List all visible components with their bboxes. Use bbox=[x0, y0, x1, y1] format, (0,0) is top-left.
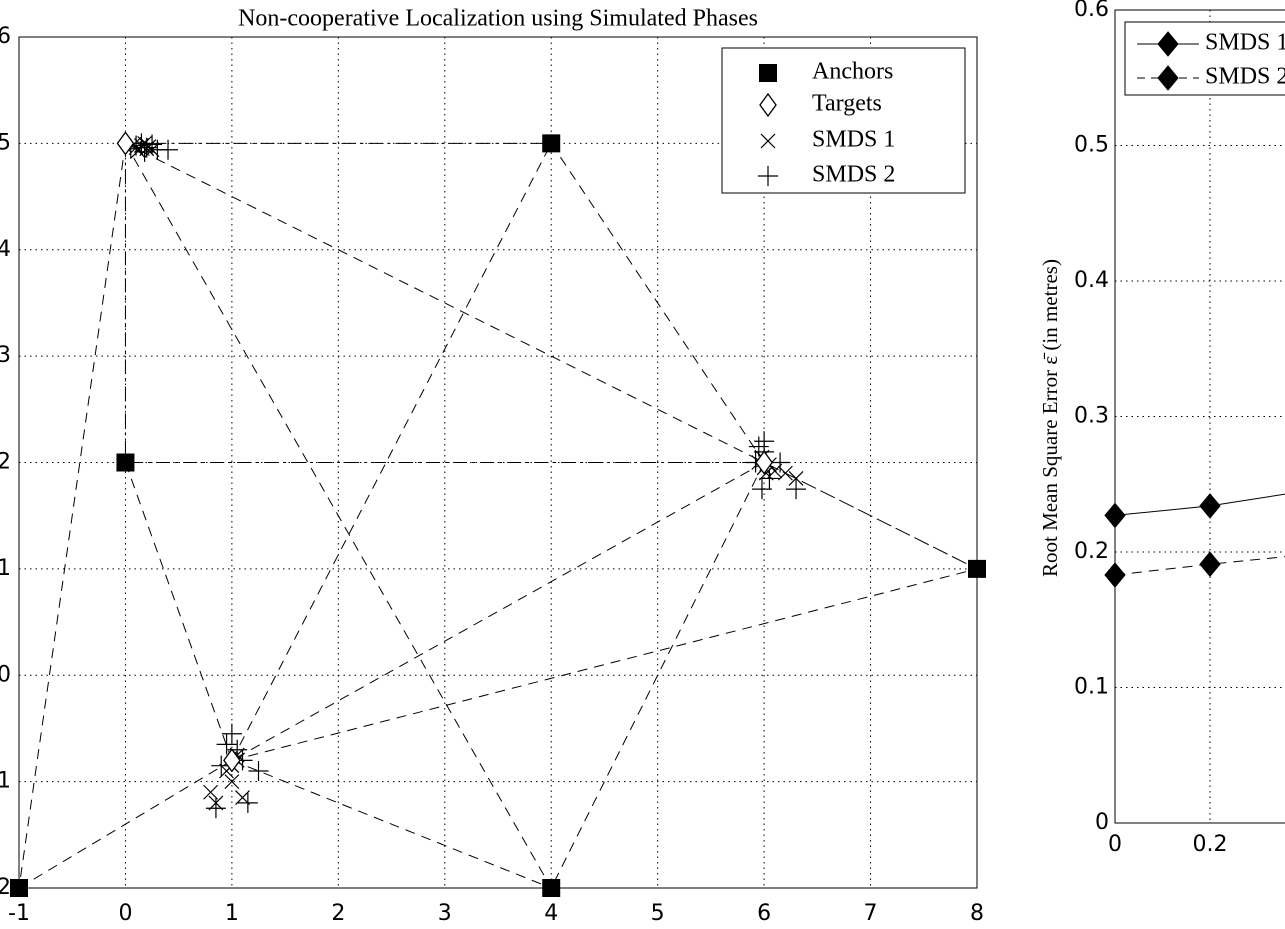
point bbox=[751, 479, 772, 500]
y-tick-label: 6 bbox=[0, 24, 11, 49]
x-tick-label: 3 bbox=[438, 901, 452, 926]
point bbox=[248, 760, 269, 781]
legend-marker bbox=[1157, 65, 1179, 91]
legend-marker bbox=[759, 92, 777, 118]
point bbox=[542, 134, 561, 153]
y-tick-label: 0.1 bbox=[1074, 675, 1109, 700]
x-tick-label: 8 bbox=[970, 901, 984, 926]
x-tick-label: 0.2 bbox=[1193, 832, 1228, 857]
x-tick-label: 0 bbox=[1108, 832, 1122, 857]
y-tick-label: -2 bbox=[0, 875, 11, 900]
chart-title: Non-cooperative Localization using Simul… bbox=[238, 6, 758, 32]
connection-line bbox=[231, 759, 552, 889]
connection-line bbox=[550, 462, 765, 889]
point bbox=[116, 453, 135, 472]
y-tick-label: 5 bbox=[0, 130, 11, 155]
connection-line bbox=[18, 759, 233, 889]
connection-line bbox=[124, 462, 233, 761]
point bbox=[754, 431, 775, 452]
point bbox=[968, 559, 986, 578]
legend-marker bbox=[758, 166, 778, 186]
y-tick-label: 0 bbox=[0, 662, 11, 687]
legend-label: Targets bbox=[812, 91, 882, 117]
y-tick-label: -1 bbox=[0, 769, 11, 794]
point bbox=[1104, 562, 1126, 588]
series-line bbox=[1114, 556, 1285, 576]
x-tick-label: -1 bbox=[8, 901, 30, 926]
point bbox=[1104, 502, 1126, 529]
point bbox=[203, 784, 219, 800]
y-tick-label: 0.2 bbox=[1074, 539, 1109, 564]
plot-frame bbox=[18, 36, 978, 889]
legend-marker bbox=[759, 64, 777, 82]
y-tick-label: 0 bbox=[1095, 810, 1109, 835]
point bbox=[788, 471, 804, 486]
point bbox=[10, 879, 28, 897]
connection-line bbox=[125, 143, 552, 889]
point bbox=[205, 798, 226, 819]
point bbox=[759, 468, 780, 489]
point bbox=[755, 450, 773, 475]
point bbox=[136, 137, 157, 158]
y-tick-label: 3 bbox=[0, 343, 11, 368]
point bbox=[221, 723, 242, 744]
legend-marker bbox=[760, 133, 776, 149]
point bbox=[235, 790, 250, 806]
connection-line bbox=[231, 462, 765, 761]
point bbox=[1199, 493, 1221, 519]
series-line bbox=[1114, 493, 1285, 516]
point bbox=[216, 734, 237, 755]
y-tick-label: 0.5 bbox=[1074, 133, 1109, 158]
legend-label: SMDS 2 bbox=[1205, 64, 1285, 90]
y-tick-label: 0.3 bbox=[1074, 404, 1109, 429]
y-tick-label: 0.6 bbox=[1074, 0, 1109, 22]
legend-label: SMDS 1 bbox=[812, 127, 895, 153]
x-tick-label: 4 bbox=[544, 901, 558, 926]
point bbox=[223, 748, 241, 773]
connection-line bbox=[231, 568, 978, 761]
connection-line bbox=[550, 143, 765, 463]
point bbox=[116, 131, 135, 156]
point bbox=[158, 139, 179, 160]
point bbox=[131, 133, 152, 154]
point bbox=[237, 792, 258, 813]
y-axis-label: Root Mean Square Error ε̄ (in metres) bbox=[1038, 259, 1062, 577]
point bbox=[130, 143, 146, 159]
y-tick-label: 2 bbox=[0, 450, 11, 475]
legend-label: SMDS 2 bbox=[812, 162, 895, 188]
connection-line bbox=[18, 143, 126, 889]
legend-label: SMDS 1 bbox=[1205, 30, 1285, 56]
point bbox=[770, 452, 791, 473]
x-tick-label: 7 bbox=[864, 901, 878, 926]
x-tick-label: 5 bbox=[651, 901, 665, 926]
point bbox=[777, 465, 793, 481]
x-tick-label: 6 bbox=[757, 901, 771, 926]
connection-line bbox=[231, 143, 552, 761]
point bbox=[134, 141, 155, 162]
y-tick-label: 4 bbox=[0, 237, 11, 262]
point bbox=[542, 879, 561, 897]
point bbox=[748, 436, 769, 457]
point bbox=[786, 479, 807, 500]
legend-label: Anchors bbox=[812, 59, 893, 85]
point bbox=[142, 134, 163, 155]
point bbox=[1199, 551, 1221, 577]
connection-line bbox=[763, 462, 978, 570]
x-tick-label: 1 bbox=[225, 901, 239, 926]
y-tick-label: 1 bbox=[0, 556, 11, 581]
point bbox=[224, 774, 240, 790]
x-tick-label: 0 bbox=[118, 901, 132, 926]
legend-marker bbox=[1157, 31, 1179, 57]
x-tick-label: 2 bbox=[331, 901, 345, 926]
plot-frame bbox=[1114, 9, 1285, 824]
y-tick-label: 0.4 bbox=[1074, 268, 1109, 293]
legend-box bbox=[1124, 21, 1285, 96]
